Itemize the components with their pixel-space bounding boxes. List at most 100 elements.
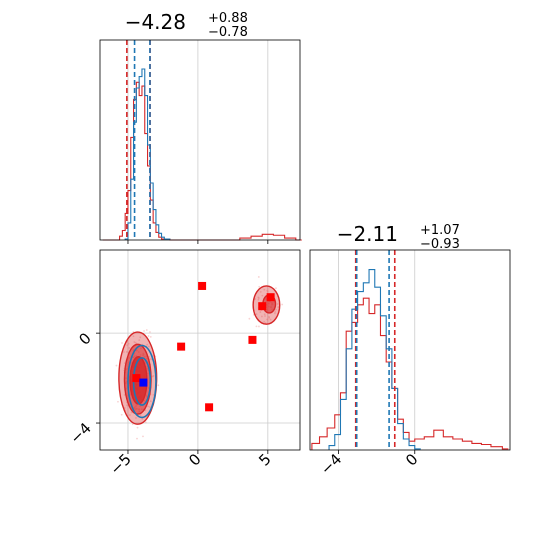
hist2d-sample-point: [135, 417, 137, 419]
title-param0-upper-error: +0.88: [208, 11, 248, 26]
hist0-ticks: [127, 240, 269, 244]
hist1-quantile-lines: [354, 250, 396, 450]
hist1-blue-series: [328, 269, 421, 450]
hist2d-sample-point: [136, 426, 139, 429]
hist2d-sample-point: [138, 339, 141, 342]
title-param1-upper-error: +1.07: [420, 223, 460, 238]
hist2d-sample-point: [257, 276, 260, 278]
hist2d-red-marker: [132, 374, 141, 383]
hist2d-sample-point: [115, 364, 118, 367]
hist2d-sample-point: [141, 417, 144, 420]
hist1-tick-label: 0: [402, 450, 421, 469]
hist2d-sample-point: [149, 331, 151, 333]
hist2d-red-marker: [258, 302, 267, 311]
hist0-gridlines: [127, 40, 269, 240]
hist1-gridlines: [338, 250, 416, 450]
hist2d-x-tick-label: −5: [106, 450, 134, 478]
hist0-blue-histogram: [124, 68, 171, 240]
hist2d-sample-point: [121, 342, 123, 344]
title-param1-median: −2.11: [337, 222, 398, 246]
hist2d-sample-point: [123, 407, 126, 409]
hist2d-sample-point: [123, 351, 125, 353]
hist2d-sample-point: [274, 311, 277, 313]
hist2d-sample-point: [133, 341, 136, 343]
hist2d-sample-point: [257, 298, 260, 301]
hist1-tick-label: −4: [317, 450, 345, 478]
hist2d-sample-point: [127, 342, 130, 345]
hist2d-red-marker: [248, 335, 257, 344]
hist2d-sample-point: [126, 404, 128, 407]
hist2d-sample-point: [259, 291, 262, 293]
hist2d-sample-point: [147, 335, 150, 337]
hist2d-sample-point: [146, 343, 149, 346]
hist2d-sample-point: [134, 341, 137, 344]
title-param0-median: −4.28: [125, 10, 186, 34]
hist2d-sample-point: [276, 303, 279, 305]
hist2d-sample-point: [147, 405, 149, 408]
hist2d-sample-point: [268, 316, 271, 319]
hist2d-x-tick-label: 0: [185, 450, 204, 469]
panel-hist-param1: −2.11 +1.07 −0.93 −4 0: [309, 222, 511, 478]
hist2d-sample-point: [126, 344, 129, 347]
hist2d-sample-point: [150, 358, 153, 361]
hist2d-sample-point: [261, 294, 264, 297]
hist2d-sample-point: [149, 400, 152, 403]
hist2d-sample-point: [257, 296, 260, 299]
hist2d-sample-point: [139, 336, 142, 339]
hist2d-sample-point: [263, 320, 266, 323]
panel-hist2d: −5 0 5 −4 0: [66, 249, 301, 478]
hist2d-sample-point: [258, 285, 261, 288]
hist2d-x-tick-label: 5: [255, 450, 274, 469]
hist1-blue-histogram: [328, 269, 421, 450]
title-param1-lower-error: −0.93: [420, 237, 460, 252]
hist2d-sample-point: [145, 329, 148, 331]
hist1-red-histogram: [311, 297, 509, 450]
hist2d-red-marker: [205, 403, 214, 412]
hist2d-y-ticks: −4 0: [66, 329, 100, 448]
hist2d-sample-point: [269, 318, 272, 321]
hist2d-sample-point: [277, 306, 280, 308]
hist0-red-histogram: [102, 81, 302, 241]
hist2d-sample-point: [266, 289, 269, 292]
hist2d-sample-point: [149, 358, 151, 360]
hist2d-sample-point: [248, 317, 251, 320]
hist2d-sample-point: [129, 414, 131, 416]
hist2d-frame: [99, 249, 301, 451]
hist2d-sample-point: [143, 330, 145, 332]
title-param0-lower-error: −0.78: [208, 25, 248, 40]
hist2d-blue-contour: [127, 344, 157, 419]
hist2d-red-marker: [198, 281, 207, 290]
hist2d-sample-point: [157, 384, 160, 387]
hist2d-sample-point: [139, 414, 142, 416]
hist2d-sample-point: [152, 393, 155, 396]
hist2d-sample-point: [123, 394, 126, 396]
hist2d-sample-point: [131, 423, 134, 426]
hist2d-sample-point: [254, 298, 257, 300]
hist0-frame: [99, 39, 301, 241]
hist2d-sample-point: [149, 336, 152, 338]
hist2d-sample-point: [117, 400, 119, 403]
hist0-red-series: [102, 81, 302, 241]
hist2d-sample-point: [130, 411, 133, 414]
panel-hist-param0: −4.28 +0.88 −0.78: [99, 10, 302, 244]
hist2d-sample-point: [260, 315, 263, 318]
hist2d-x-ticks: −5 0 5: [106, 450, 275, 478]
hist2d-sample-point: [266, 318, 269, 321]
hist2d-sample-point: [152, 374, 155, 377]
hist1-frame: [309, 249, 511, 451]
hist0-quantile-lines: [126, 40, 151, 240]
hist2d-sample-point: [132, 335, 135, 338]
hist2d-red-marker: [266, 293, 275, 302]
hist2d-sample-point: [258, 325, 260, 328]
hist2d-sample-point: [120, 413, 123, 416]
hist2d-sample-point: [274, 312, 276, 315]
hist2d-sample-point: [281, 303, 284, 306]
hist2d-sample-point: [136, 437, 138, 440]
hist2d-sample-point: [149, 406, 151, 408]
hist2d-markers: [132, 281, 275, 412]
hist2d-red-contours: [118, 285, 281, 425]
hist2d-sample-point: [275, 287, 277, 290]
hist1-red-series: [311, 297, 509, 450]
hist2d-sample-point: [263, 288, 266, 291]
